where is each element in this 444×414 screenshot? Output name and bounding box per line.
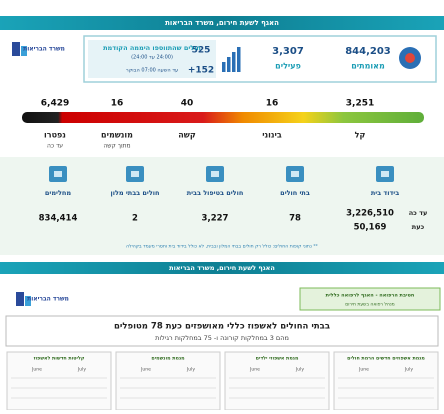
facility-icon-window [291, 171, 299, 177]
mini-chart-title: מגמת מונשמים [151, 357, 185, 362]
severity-value: 40 [181, 99, 194, 109]
mini-month: July [186, 367, 195, 373]
mini-chart-title: קליטות חדשות לאשפוז [34, 356, 85, 362]
mini-month: July [77, 367, 86, 373]
logo-mark [21, 46, 27, 56]
logo-text: משרד הבריאות [23, 46, 65, 53]
mini-month: July [295, 367, 304, 373]
severity-value: 16 [111, 99, 124, 109]
facility-label: מחלימים [45, 189, 71, 197]
division-box [299, 287, 441, 311]
title-box [5, 315, 439, 347]
hospital-title: בבתי החולים לאשפוז כללי מאושפזים כעת 78 … [114, 322, 330, 332]
facility-label: חולים בבתי מלון [111, 189, 160, 197]
active-value: 3,307 [272, 46, 304, 57]
severity-label: קשה [178, 131, 196, 140]
facility-value: 2 [132, 214, 138, 224]
facility-label: חולים בטיפול בבית [187, 189, 244, 197]
chart-icon-bar [232, 52, 236, 72]
logo-mark [16, 292, 24, 306]
logo-text: משרד הבריאות [27, 296, 69, 303]
severity-bar [22, 112, 424, 123]
added-box [88, 40, 216, 78]
facility-value: 50,169 [354, 223, 387, 233]
banner-text: האגף לשעת חירום, משרד הבריאות [169, 264, 275, 272]
confirmed-value: 844,203 [345, 46, 391, 57]
division: חטיבת הרפואה - האגף לרפואה כללית [326, 293, 415, 299]
banner [0, 16, 444, 30]
severity-label: מונשמים [101, 131, 133, 140]
facility-icon-window [131, 171, 139, 177]
added-range: (24:00 עד 24:00) [131, 55, 173, 61]
banner-text: האגף לשעת חירום, משרד הבריאות [165, 19, 279, 27]
facility-icon-window [54, 171, 62, 177]
added-label: חולים שהתווספו היממה הקודמת [103, 44, 201, 52]
chart-icon-bar [222, 62, 226, 72]
logo-mark [12, 42, 20, 56]
facility-icon-window [381, 171, 389, 177]
severity-note: עד כה [47, 143, 63, 150]
severity-label: נפטרו [44, 131, 66, 140]
chart-icon-bar [227, 57, 231, 72]
mini-month: June [249, 367, 260, 373]
severity-value: 3,251 [346, 99, 374, 109]
severity-label: בינוני [262, 131, 282, 140]
footnote: ** נתוני קופות החולים: כולל רק חולים בבת… [126, 244, 318, 250]
mini-month: July [404, 367, 413, 373]
mini-chart [6, 351, 112, 411]
logo-mark [25, 296, 31, 306]
mini-month: June [31, 367, 42, 373]
mini-month: June [358, 367, 369, 373]
since-value: 152+ [188, 66, 214, 76]
banner [0, 262, 444, 274]
active-label: פעילים [275, 62, 301, 71]
mini-chart [115, 351, 221, 411]
severity-value: 6,429 [41, 99, 69, 109]
facility-value: 78 [289, 214, 301, 224]
facility-note: כעת [412, 223, 425, 231]
facility-label: בידוד בית [371, 189, 399, 197]
severity-note: מתוך קשה [103, 143, 130, 150]
chart-icon-bar [237, 47, 241, 72]
facility-value: 3,227 [202, 214, 229, 224]
facility-note: עד כה [409, 209, 428, 217]
facility-value: 3,226,510 [346, 209, 394, 219]
confirmed-label: מאומתים [351, 62, 385, 71]
mini-chart [224, 351, 330, 411]
unit: מנהל רפואה בשעת חירום [345, 303, 394, 308]
facility-value: 834,414 [39, 214, 78, 224]
severity-value: 16 [266, 99, 279, 109]
severity-label: קל [355, 131, 366, 140]
added-value: 525 [192, 46, 211, 56]
virus-core [405, 53, 415, 63]
facility-icon-window [211, 171, 219, 177]
mini-month: June [140, 367, 151, 373]
facility-label: בתי חולים [280, 189, 310, 197]
since-label: עד השעה 07:00 הבוקר [126, 68, 178, 74]
hospital-subtitle: מהם 3 במחלקות קורונה ו- 75 במחלקות רגילו… [155, 334, 289, 342]
mini-chart-title: מגמת אשפוזים חדשים הרמת חולים [347, 356, 425, 362]
mini-chart [333, 351, 439, 411]
mini-chart-title: מגמת אשפוזי ילדים [256, 356, 299, 362]
